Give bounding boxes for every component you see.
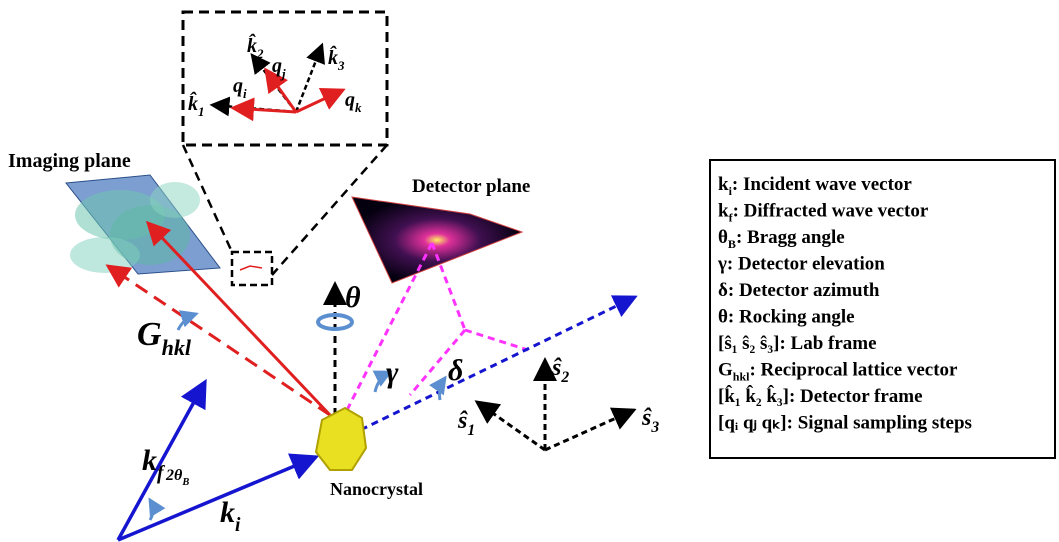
subscript: k — [355, 100, 362, 115]
legend-symbol: k — [718, 201, 729, 222]
legend-desc: : Detector frame — [789, 386, 923, 407]
legend-subscript: f — [729, 211, 734, 225]
label: δ — [448, 354, 463, 387]
legend-subscript: hkl — [733, 370, 750, 384]
subscript: hkl — [162, 335, 192, 360]
nanocrystal — [314, 406, 368, 471]
symbol: q — [233, 75, 243, 97]
math-label: ŝ2 — [551, 355, 569, 386]
symbol: ŝ — [551, 355, 562, 381]
legend-box — [709, 159, 1056, 459]
legend-symbol: [qᵢ qⱼ qₖ] — [718, 413, 787, 434]
legend-desc: : Detector elevation — [727, 254, 885, 275]
subscript: 1 — [198, 104, 205, 119]
subscript: 2 — [256, 46, 264, 61]
math-label: kf — [142, 444, 166, 484]
zoom-inset — [181, 10, 389, 287]
legend-entry: [k̂₁ k̂₂ k̂₃]: Detector frame — [718, 385, 923, 407]
subscript: 3 — [650, 419, 659, 436]
subscript: B — [181, 477, 189, 488]
math-label: k̂3 — [328, 44, 345, 73]
legend-desc: : Incident wave vector — [732, 174, 912, 195]
legend-desc: : Rocking angle — [728, 307, 855, 328]
label: Nanocrystal — [330, 479, 423, 499]
math-label: 2θB — [165, 467, 189, 488]
math-label: ki — [220, 496, 241, 536]
subscript: i — [243, 86, 247, 101]
symbol: k̂ — [328, 44, 338, 69]
legend-symbol: θ — [718, 307, 728, 328]
legend-entry: γ: Detector elevation — [717, 254, 885, 275]
symbol: q — [345, 89, 355, 111]
legend-desc: : Detector azimuth — [728, 280, 880, 301]
legend-subscript: B — [728, 237, 736, 251]
math-label: qj — [272, 55, 286, 81]
legend-symbol: θ — [718, 227, 728, 248]
symbol: G — [137, 316, 162, 353]
subscript: i — [235, 515, 241, 536]
math-label: k̂2 — [247, 32, 264, 61]
legend-entry: [ŝ₁ ŝ₂ ŝ₃]: Lab frame — [718, 333, 877, 354]
subscript: 3 — [337, 58, 345, 73]
legend-entry: [qᵢ qⱼ qₖ]: Signal sampling steps — [718, 413, 972, 434]
label: θ — [345, 281, 361, 314]
legend-subscript: i — [729, 184, 733, 198]
legend-symbol: G — [718, 360, 733, 381]
symbol: k̂ — [188, 90, 198, 115]
legend-entry: kf: Diffracted wave vector — [718, 201, 929, 225]
math-label: ŝ1 — [457, 408, 475, 439]
legend-desc: : Bragg angle — [736, 227, 845, 248]
symbol: 2θ — [165, 467, 183, 484]
label: Detector plane — [412, 176, 530, 197]
legend-entry: ki: Incident wave vector — [718, 174, 912, 198]
subscript: f — [157, 463, 166, 484]
imaging-plane — [65, 174, 221, 275]
math-label: Ghkl — [137, 316, 192, 360]
detector-plane — [351, 196, 524, 284]
subscript: 2 — [560, 369, 569, 386]
math-label: qi — [233, 75, 247, 101]
legend-entry: Ghkl: Reciprocal lattice vector — [718, 360, 958, 384]
label: γ — [386, 356, 399, 389]
math-label: ŝ3 — [641, 405, 659, 436]
legend-desc: : Reciprocal lattice vector — [749, 360, 958, 381]
symbol: ŝ — [641, 405, 652, 431]
label: Imaging plane — [8, 150, 131, 172]
symbol: k̂ — [247, 32, 257, 57]
legend-symbol: [ŝ₁ ŝ₂ ŝ₃] — [718, 333, 779, 354]
legend-symbol: k — [718, 174, 729, 195]
symbol: q — [272, 55, 282, 77]
legend-desc: : Diffracted wave vector — [733, 201, 929, 222]
legend-symbol: δ — [718, 280, 728, 301]
legend-symbol: [k̂₁ k̂₂ k̂₃] — [718, 385, 789, 407]
math-label: qk — [345, 89, 362, 115]
legend-entry: θB: Bragg angle — [718, 227, 845, 251]
legend-entry: δ: Detector azimuth — [718, 280, 880, 301]
legend-entry: θ: Rocking angle — [718, 307, 855, 328]
legend-symbol: γ — [717, 254, 727, 275]
symbol: k — [142, 444, 157, 477]
symbol: k — [220, 496, 235, 529]
legend-desc: : Lab frame — [779, 333, 876, 354]
subscript: 1 — [467, 422, 475, 439]
subscript: j — [280, 66, 286, 81]
math-label: k̂1 — [188, 90, 205, 119]
legend-desc: : Signal sampling steps — [787, 413, 972, 434]
symbol: ŝ — [457, 408, 468, 434]
